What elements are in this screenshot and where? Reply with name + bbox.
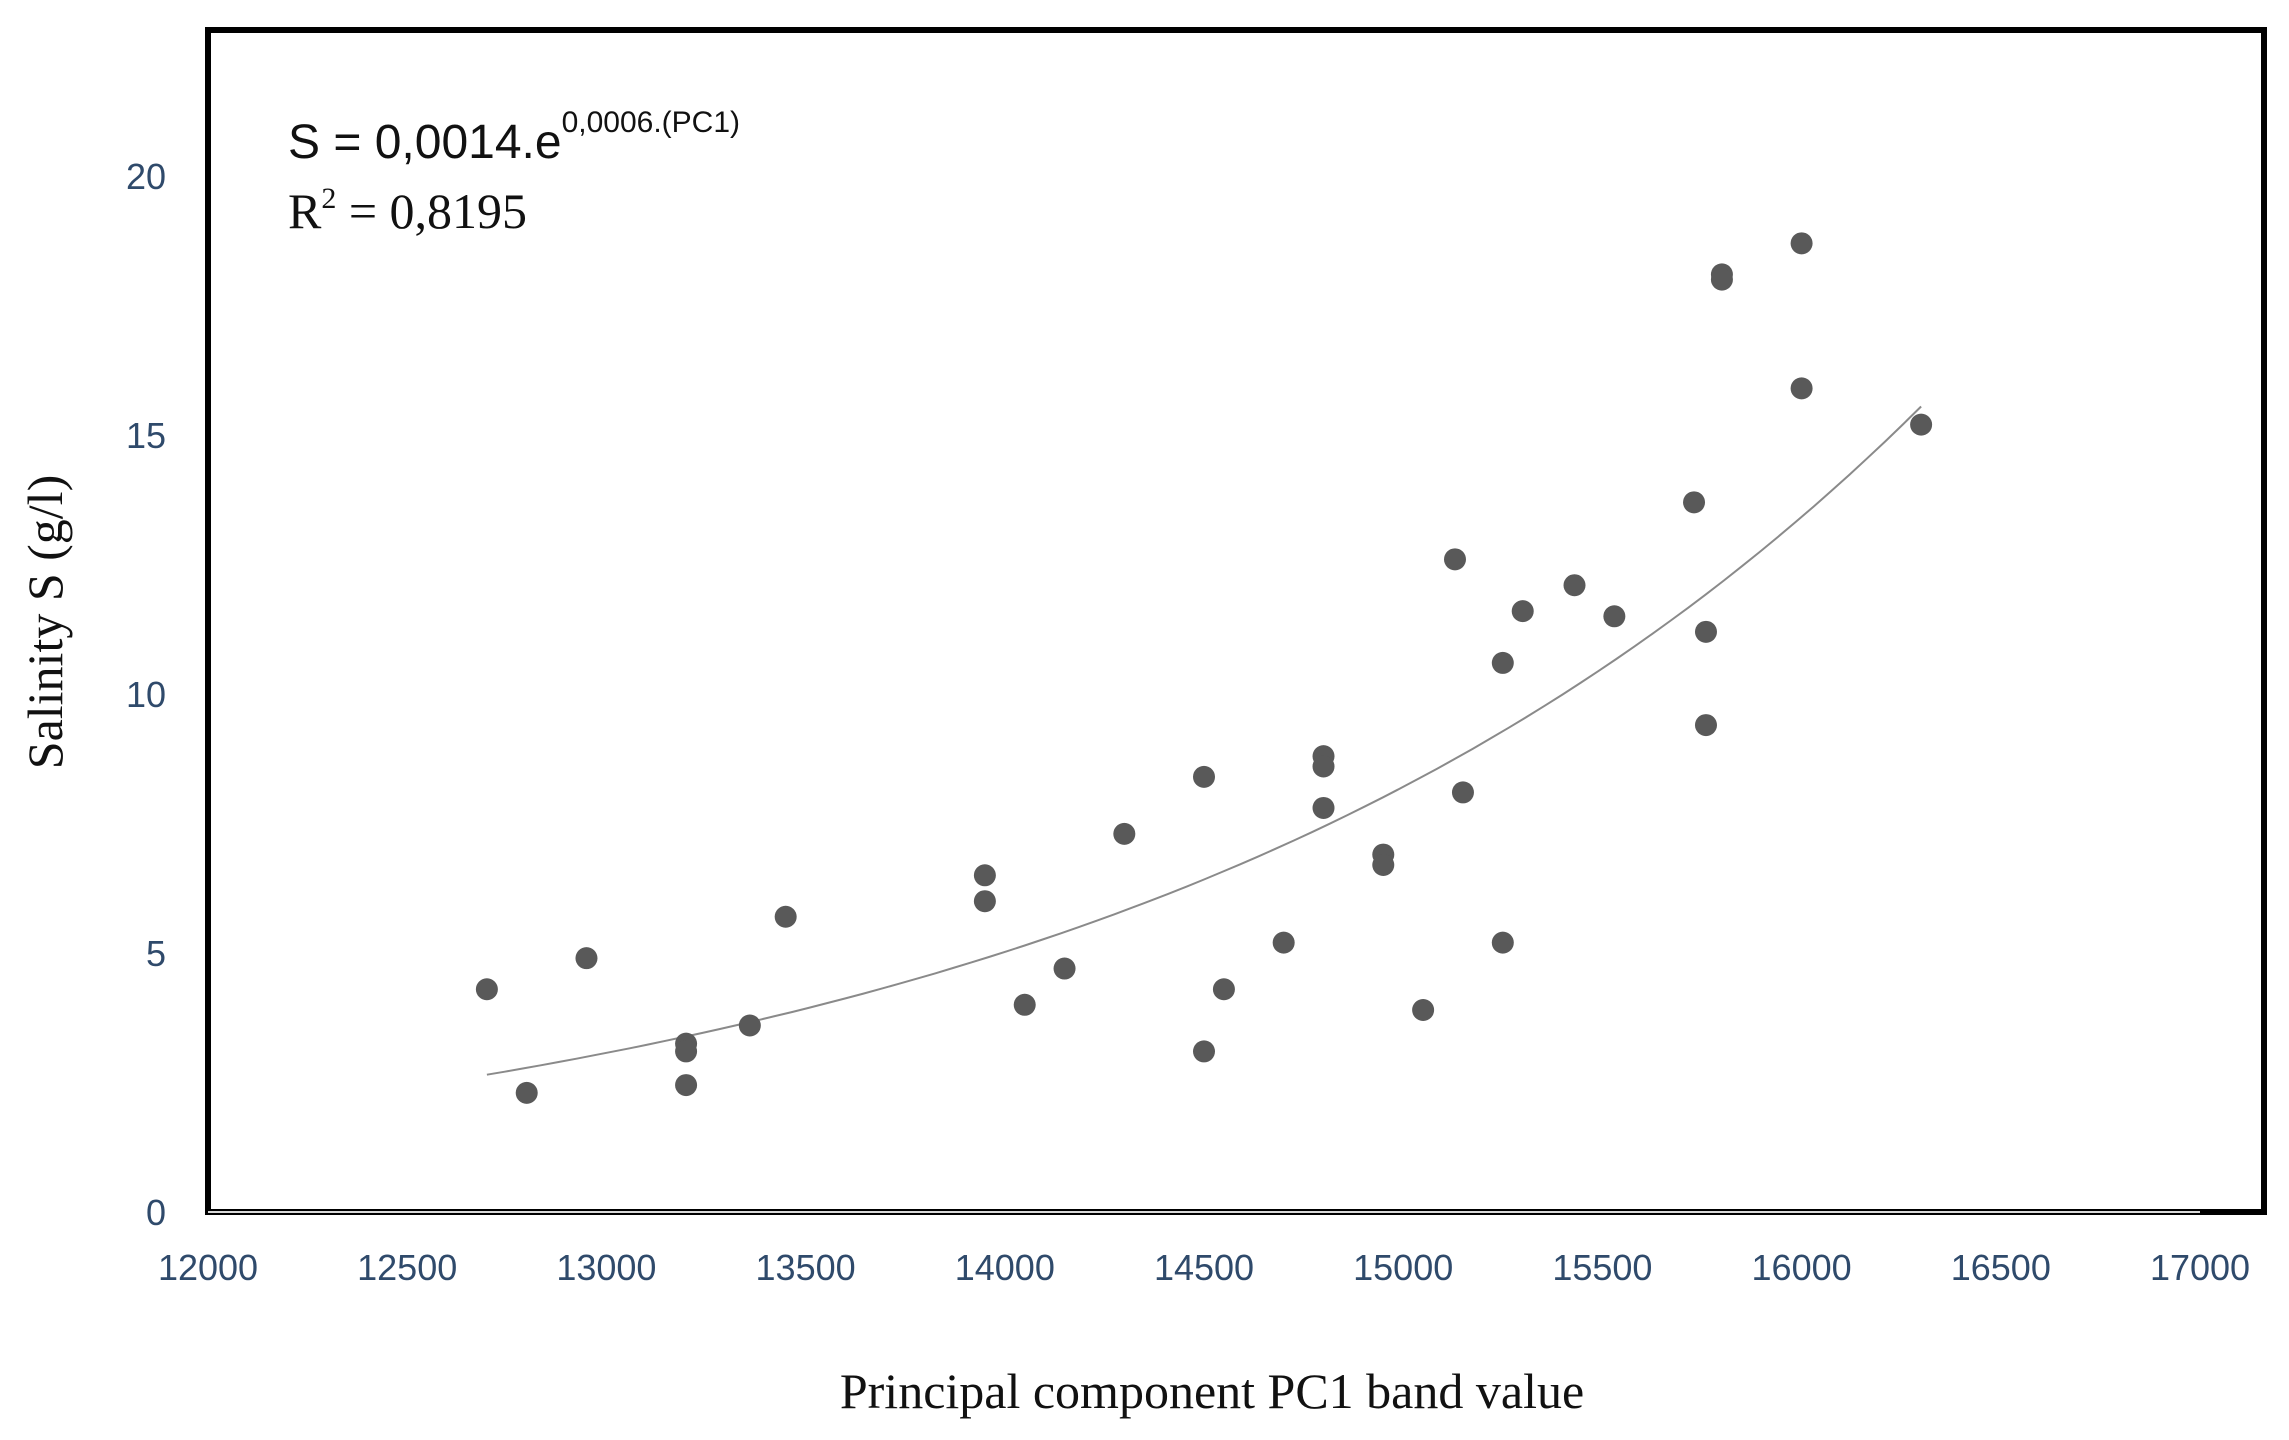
data-point [1710,268,1733,291]
x-tick-label: 13000 [556,1247,656,1288]
data-point [1491,651,1514,674]
x-tick-label: 16500 [1951,1247,2051,1288]
y-tick-labels: 0 5 10 15 20 [126,156,166,1233]
data-point [1193,1040,1215,1063]
r2-prefix: R [288,183,322,239]
y-tick-label: 10 [126,674,166,715]
x-tick-label: 12000 [158,1247,258,1288]
data-point [973,864,996,887]
data-point [1603,605,1626,628]
data-point [1053,957,1076,980]
equation-annotation: S = 0,0014.e0,0006.(PC1) [288,106,740,169]
data-point [475,978,498,1001]
data-points [475,232,1933,1104]
data-point [1193,765,1215,788]
data-point [1491,931,1514,954]
data-point [1694,620,1717,643]
data-point [774,905,797,928]
data-point [1563,574,1586,597]
r2-annotation: R2 = 0,8195 [288,182,527,239]
equation-exponent: 0,0006.(PC1) [562,106,740,139]
data-point [973,890,996,913]
data-point [675,1040,698,1063]
x-tick-label: 15500 [1552,1247,1652,1288]
data-point [675,1074,698,1097]
x-axis-title: Principal component PC1 band value [840,1363,1584,1419]
r2-exponent: 2 [321,182,336,215]
y-tick-label: 5 [146,933,166,974]
data-point [1212,978,1235,1001]
x-tick-label: 16000 [1752,1247,1852,1288]
x-tick-label: 17000 [2150,1247,2250,1288]
data-point [515,1081,538,1104]
exponential-trendline [486,405,1922,1076]
data-point [1372,853,1395,876]
data-point [738,1014,761,1037]
data-point [1694,714,1717,737]
data-point [1013,993,1036,1016]
data-point [1272,931,1295,954]
data-point [1790,377,1813,400]
equation-base: S = 0,0014.e [288,116,562,169]
x-tick-label: 12500 [357,1247,457,1288]
data-point [1511,600,1534,623]
y-tick-label: 15 [126,415,166,456]
x-tick-label: 13500 [756,1247,856,1288]
data-point [1790,232,1813,255]
x-tick-label: 14500 [1154,1247,1254,1288]
data-point [1312,796,1335,819]
data-point [575,947,598,970]
y-tick-label: 20 [126,156,166,197]
y-tick-label: 0 [146,1192,166,1233]
x-tick-label: 15000 [1353,1247,1453,1288]
x-tick-label: 14000 [955,1247,1055,1288]
data-point [1113,822,1136,845]
data-point [1412,998,1435,1021]
x-tick-labels: 12000 12500 13000 13500 14000 14500 15000 15500… [158,1247,2250,1288]
y-axis-title: Salinity S (g/l) [17,475,73,769]
data-point [1910,413,1933,436]
r2-value: = 0,8195 [336,183,527,239]
data-point [1443,548,1466,571]
data-point [1451,781,1474,804]
data-point [1312,755,1335,778]
data-point [1683,491,1706,514]
